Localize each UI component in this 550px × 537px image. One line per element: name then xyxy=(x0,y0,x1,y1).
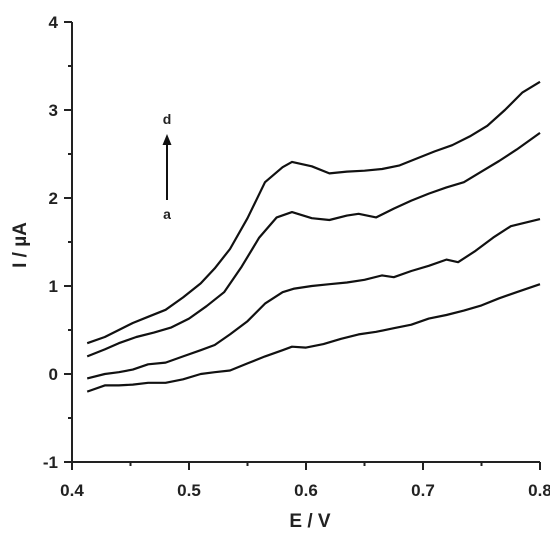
arrow-up-icon xyxy=(162,134,172,145)
series-line-4 xyxy=(86,80,541,345)
annotation-label-d: d xyxy=(163,111,172,127)
x-tick-label: 0.4 xyxy=(60,481,84,500)
x-tick-label: 0.6 xyxy=(294,481,318,500)
series-line-3 xyxy=(86,132,541,358)
x-tick-label: 0.7 xyxy=(411,481,435,500)
x-axis-title: E / V xyxy=(289,511,331,532)
series-line-1 xyxy=(86,283,541,393)
series-group xyxy=(86,80,541,393)
x-tick-label: 0.5 xyxy=(177,481,201,500)
tick-marks xyxy=(64,21,541,470)
series-line-2 xyxy=(86,218,541,380)
y-tick-label: 2 xyxy=(49,189,58,208)
y-tick-label: 1 xyxy=(49,277,58,296)
trend-annotation: d a xyxy=(162,111,172,222)
annotation-label-a: a xyxy=(163,206,171,222)
y-tick-label: 3 xyxy=(49,101,58,120)
y-tick-label: -1 xyxy=(43,453,58,472)
x-tick-label: 0.8 xyxy=(528,481,550,500)
y-tick-label: 4 xyxy=(49,13,59,32)
y-tick-label: 0 xyxy=(49,365,58,384)
tick-labels: 0.4 0.5 0.6 0.7 0.8 -1 0 1 2 3 4 xyxy=(43,13,550,500)
axes xyxy=(71,22,540,463)
y-axis-title: I / µA xyxy=(10,222,31,268)
